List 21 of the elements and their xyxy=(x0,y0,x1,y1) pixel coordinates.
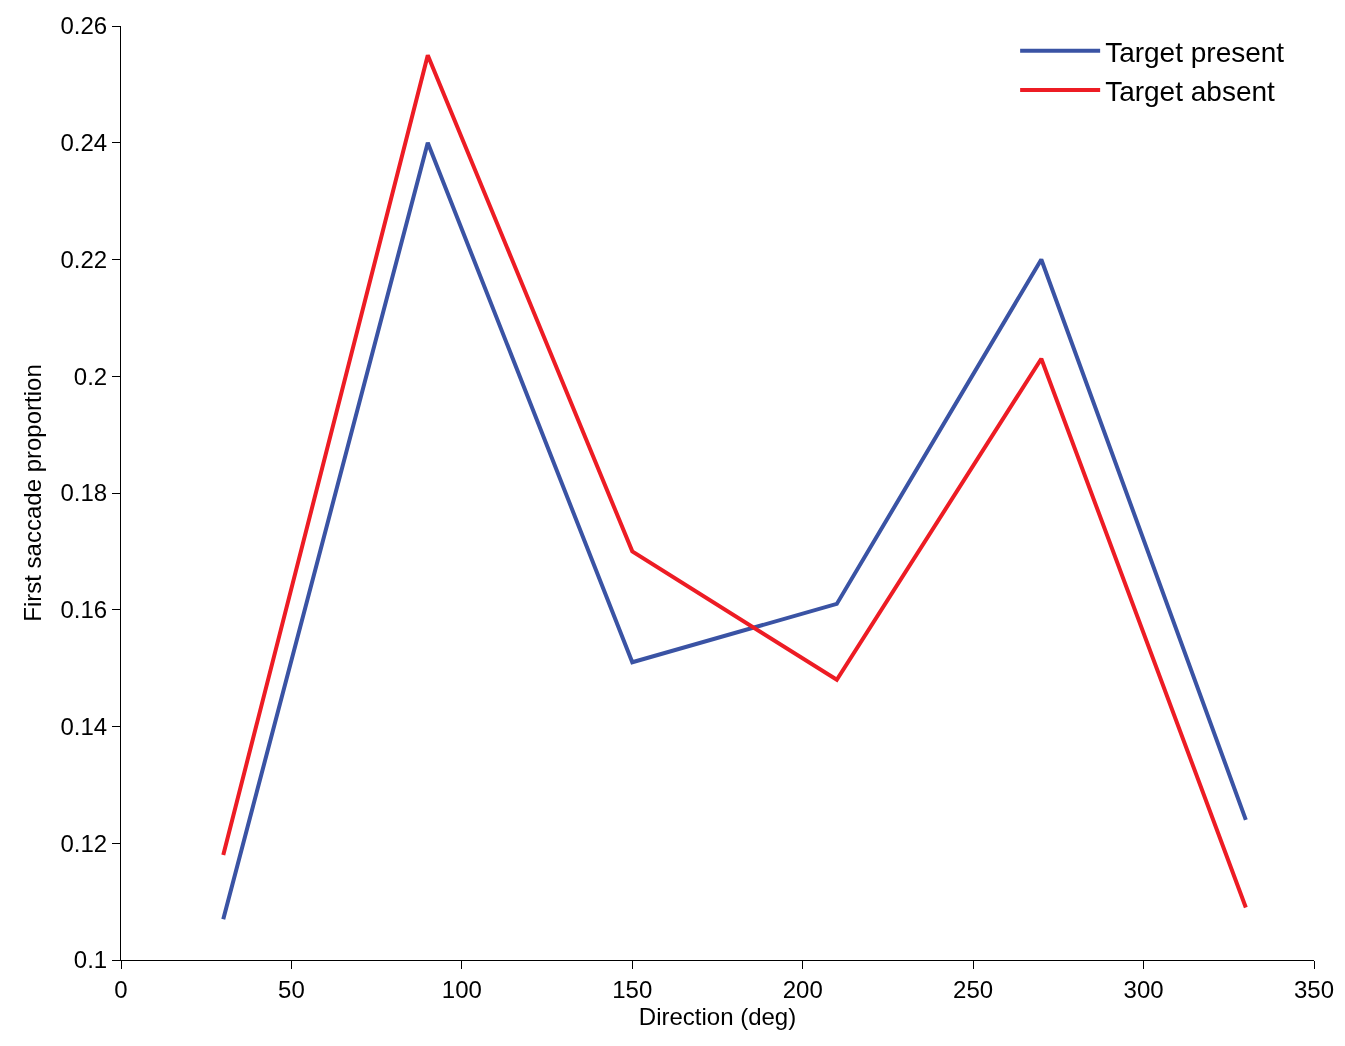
x-axis-title: Direction (deg) xyxy=(638,1002,797,1030)
y-tick-label: 0.24 xyxy=(60,129,108,157)
legend-label: Target absent xyxy=(1105,76,1276,108)
y-tick-label: 0.12 xyxy=(60,829,108,857)
x-tick-label: 250 xyxy=(953,975,994,1003)
y-tick-label: 0.16 xyxy=(60,596,108,624)
y-axis-title: First saccade proportion xyxy=(18,364,46,622)
y-tick-label: 0.2 xyxy=(73,362,108,390)
x-tick-label: 150 xyxy=(612,975,653,1003)
y-tick-label: 0.22 xyxy=(60,245,108,273)
y-tick-label: 0.14 xyxy=(60,712,108,740)
x-tick-label: 50 xyxy=(278,975,305,1003)
x-tick-label: 200 xyxy=(782,975,823,1003)
legend-label: Target present xyxy=(1105,36,1285,68)
y-tick-label: 0.1 xyxy=(73,946,108,974)
x-tick-label: 100 xyxy=(441,975,482,1003)
y-tick-label: 0.26 xyxy=(60,12,108,40)
x-tick-label: 300 xyxy=(1123,975,1164,1003)
x-tick-label: 0 xyxy=(114,975,128,1003)
y-tick-label: 0.18 xyxy=(60,479,108,507)
x-tick-label: 350 xyxy=(1293,975,1335,1003)
